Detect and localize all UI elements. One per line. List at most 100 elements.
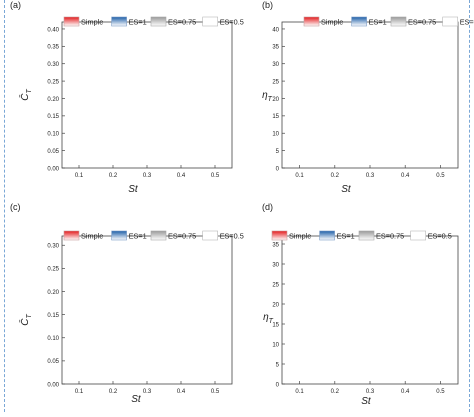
y-tick-label: 0.20 <box>47 290 59 296</box>
legend-swatch <box>202 16 218 27</box>
legend-item: ES=1 <box>111 16 147 27</box>
chart-panel-4: (d) 0 5 10 15 20 25 30 35 0.1 0.2 0.3 0.4 0.5 St ηT Simp… <box>262 202 459 407</box>
legend: Simple ES=1 ES=0.75 ES=0.5 <box>271 230 452 241</box>
y-tick-label: 0.35 <box>47 45 59 51</box>
svg-text:C̄T: C̄T <box>18 314 33 326</box>
y-tick-label: 0.30 <box>47 62 59 68</box>
frame-left-edge <box>4 0 5 412</box>
legend-item: ES=0.75 <box>390 16 436 27</box>
x-tick-label: 0.2 <box>331 173 340 179</box>
x-tick-label: 0.4 <box>177 173 186 179</box>
chart-panel-1: (a) 0.00 0.05 0.10 0.15 0.20 0.25 0.30 0.35 0.40 0… <box>10 0 244 195</box>
legend-label: ES=0.75 <box>408 18 436 27</box>
y-tick-label: 5 <box>276 362 280 368</box>
legend-item: Simple <box>271 230 311 241</box>
legend-swatch <box>442 16 459 27</box>
legend-swatch <box>390 16 407 27</box>
legend-swatch <box>111 230 127 241</box>
legend-swatch <box>319 230 335 241</box>
legend-label: ES=1 <box>337 232 355 241</box>
y-tick-label: 30 <box>272 62 279 68</box>
legend-item: ES=0.5 <box>202 230 244 241</box>
y-tick-label: 0.00 <box>47 382 59 388</box>
legend-label: Simple <box>321 18 343 27</box>
y-axis-title: ηT <box>263 312 274 325</box>
y-tick-label: 0.15 <box>47 313 59 319</box>
x-axis-title: St <box>131 394 142 405</box>
x-tick-label: 0.3 <box>143 389 152 395</box>
legend-label: ES=0.75 <box>168 232 196 241</box>
y-tick-label: 0.20 <box>47 97 59 103</box>
frame-right-edge <box>469 0 470 412</box>
y-tick-label: 0 <box>276 382 280 388</box>
legend-label: ES=1 <box>129 18 147 27</box>
legend-item: ES=0.5 <box>202 16 244 27</box>
y-axis-title: ηT <box>262 90 273 103</box>
plot-frame <box>61 235 233 385</box>
x-tick-label: 0.5 <box>436 173 445 179</box>
legend-item: ES=0.5 <box>410 230 452 241</box>
panel-label: (d) <box>262 202 273 212</box>
x-tick-label: 0.2 <box>109 173 118 179</box>
panel-label: (c) <box>10 202 21 212</box>
legend-swatch <box>351 16 367 27</box>
x-tick-label: 0.5 <box>211 173 220 179</box>
legend-item: ES=1 <box>351 16 387 27</box>
y-tick-label: 0.05 <box>47 149 59 155</box>
plot-frame <box>281 235 459 385</box>
svg-text:St: St <box>128 184 139 195</box>
y-tick-label: 0.05 <box>47 359 59 365</box>
y-tick-label: 20 <box>272 302 279 308</box>
y-tick-label: 35 <box>272 242 279 248</box>
y-axis-title: C̄T <box>18 89 33 101</box>
legend-label: ES=0.75 <box>168 18 196 27</box>
x-axis-title: St <box>128 184 139 195</box>
y-tick-label: 0.00 <box>47 166 59 172</box>
plot-frame <box>281 21 459 169</box>
svg-text:St: St <box>341 184 352 195</box>
y-tick-label: 15 <box>272 114 279 120</box>
svg-text:ηT: ηT <box>262 90 273 103</box>
y-tick-label: 10 <box>272 342 279 348</box>
x-tick-label: 0.3 <box>366 173 375 179</box>
legend: Simple ES=1 ES=0.75 ES=0.5 <box>303 16 474 27</box>
x-axis-title: St <box>341 184 352 195</box>
legend-label: ES=1 <box>369 18 387 27</box>
legend-swatch <box>303 16 320 27</box>
legend-swatch <box>271 230 288 241</box>
legend-swatch <box>150 16 167 27</box>
panel-label: (b) <box>262 0 273 10</box>
y-tick-label: 35 <box>272 45 279 51</box>
y-tick-label: 0.30 <box>47 244 59 250</box>
legend-label: ES=0.5 <box>220 232 244 241</box>
chart-panel-3: (c) 0.00 0.05 0.10 0.15 0.20 0.25 0.30 0.1 0.2 0.3… <box>10 202 244 405</box>
y-tick-label: 40 <box>272 27 279 33</box>
legend: Simple ES=1 ES=0.75 ES=0.5 <box>63 16 244 27</box>
y-tick-label: 30 <box>272 262 279 268</box>
legend-item: ES=0.75 <box>358 230 404 241</box>
legend-item: Simple <box>63 230 103 241</box>
x-tick-label: 0.1 <box>295 173 304 179</box>
x-tick-label: 0.2 <box>331 389 340 395</box>
x-tick-label: 0.4 <box>401 389 410 395</box>
plot-frame <box>61 21 233 169</box>
y-axis-title: C̄T <box>18 314 33 326</box>
svg-text:St: St <box>131 394 142 405</box>
legend-label: ES=0.5 <box>428 232 452 241</box>
legend-item: Simple <box>303 16 343 27</box>
legend-swatch <box>358 230 375 241</box>
y-tick-label: 25 <box>272 282 279 288</box>
y-tick-label: 5 <box>276 149 280 155</box>
y-tick-label: 15 <box>272 322 279 328</box>
legend-swatch <box>63 230 80 241</box>
y-tick-label: 25 <box>272 79 279 85</box>
y-tick-label: 0.25 <box>47 79 59 85</box>
y-tick-label: 0 <box>276 166 280 172</box>
legend-label: ES=0.75 <box>376 232 404 241</box>
legend-item: ES=1 <box>319 230 355 241</box>
legend-swatch <box>63 16 80 27</box>
legend-swatch <box>410 230 427 241</box>
legend-item: ES=0.75 <box>150 16 196 27</box>
